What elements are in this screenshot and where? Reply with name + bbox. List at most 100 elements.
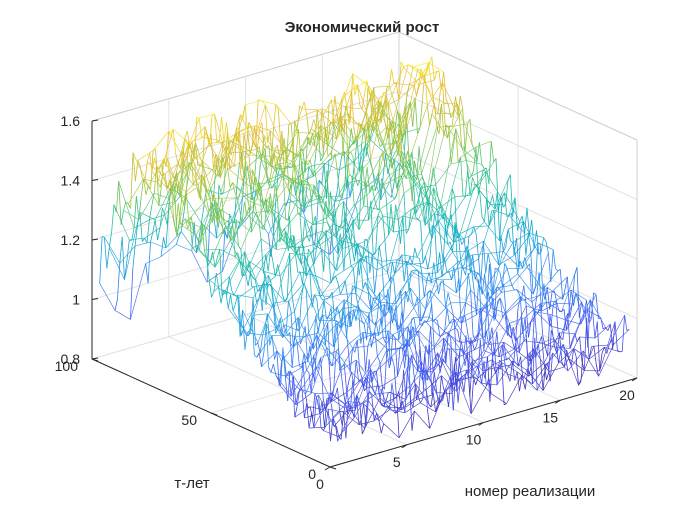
mesh-line (383, 176, 400, 185)
mesh-line (267, 313, 283, 338)
mesh-line (328, 361, 332, 402)
mesh-line (225, 225, 242, 250)
mesh-line (365, 182, 369, 221)
mesh-line (366, 80, 383, 145)
mesh-line (316, 194, 319, 198)
mesh-line (527, 370, 544, 391)
mesh-line (415, 383, 419, 396)
mesh-line (347, 178, 351, 198)
mesh-line (343, 299, 360, 309)
mesh-line (440, 205, 444, 220)
mesh-line (463, 335, 467, 354)
mesh-line (227, 230, 231, 241)
mesh-line (506, 268, 510, 278)
mesh-line (537, 242, 554, 250)
backwall-gridline-z (91, 269, 400, 360)
mesh-line (303, 283, 307, 291)
mesh-line (476, 279, 480, 315)
mesh-line (263, 254, 267, 274)
mesh-line (452, 250, 469, 252)
mesh-line (319, 230, 323, 237)
mesh-line (405, 229, 410, 234)
mesh-line (338, 240, 342, 246)
mesh-line (455, 128, 459, 163)
mesh-line (316, 394, 319, 398)
mesh-line (495, 301, 499, 319)
mesh-line (226, 122, 230, 142)
mesh-line (165, 231, 182, 249)
mesh-line (204, 249, 220, 251)
mesh-line (176, 172, 180, 188)
mesh-line (302, 243, 318, 249)
mesh-line (445, 292, 449, 308)
mesh-line (491, 393, 507, 404)
mesh-line (462, 349, 479, 379)
mesh-line (327, 322, 331, 365)
mesh-line (140, 178, 144, 197)
mesh-line (558, 348, 575, 364)
mesh-line (313, 397, 330, 428)
mesh-line (467, 240, 484, 252)
mesh-line (402, 401, 406, 413)
mesh-line (304, 201, 320, 209)
mesh-line (431, 56, 435, 81)
mesh-line (355, 359, 372, 383)
mesh-line (325, 200, 329, 217)
mesh-line (376, 261, 393, 271)
mesh-line (316, 298, 320, 321)
mesh-line (168, 166, 172, 182)
mesh-line (402, 106, 406, 141)
mesh-line (415, 216, 419, 220)
mesh-line (451, 266, 455, 280)
mesh-line (247, 200, 251, 211)
mesh-line (575, 292, 592, 320)
mesh-line (301, 219, 306, 248)
mesh-line (320, 351, 337, 358)
mesh-line (325, 128, 329, 157)
y-tick-label: 50 (181, 412, 197, 428)
mesh-line (331, 222, 348, 237)
mesh-line (263, 281, 280, 324)
mesh-line (359, 141, 363, 172)
mesh-line (346, 107, 350, 125)
mesh-line (484, 302, 488, 337)
mesh-line (287, 199, 291, 221)
mesh-line (151, 171, 168, 189)
mesh-line (394, 311, 398, 331)
mesh-line (348, 372, 352, 380)
mesh-line (388, 277, 392, 312)
mesh-line (424, 369, 441, 403)
mesh-line (219, 156, 224, 179)
mesh-line (427, 256, 431, 270)
mesh-line (175, 203, 179, 232)
mesh-line (345, 119, 349, 155)
mesh-line (158, 201, 175, 206)
mesh-line (262, 101, 266, 106)
mesh-line (353, 309, 370, 314)
mesh-line (394, 338, 398, 377)
mesh-line (569, 339, 573, 349)
mesh-line (598, 343, 615, 377)
mesh-line (376, 356, 392, 372)
mesh-line (507, 373, 523, 380)
mesh-line (493, 287, 497, 321)
mesh-line (535, 344, 539, 358)
mesh-line (209, 251, 213, 263)
mesh-line (494, 348, 498, 386)
mesh-line (292, 376, 296, 418)
mesh-line (301, 353, 305, 368)
mesh-line (340, 370, 344, 392)
mesh-line (237, 252, 241, 261)
mesh-line (503, 246, 507, 252)
mesh-line (304, 255, 308, 265)
mesh-line (256, 210, 272, 213)
mesh-line (510, 305, 527, 338)
chart-title: Экономический рост (285, 19, 440, 36)
mesh-line (261, 136, 265, 161)
mesh-line (491, 268, 508, 297)
mesh-line (346, 379, 350, 393)
mesh-line (376, 245, 380, 270)
mesh-line (361, 127, 365, 142)
mesh-line (519, 216, 523, 222)
mesh-line (173, 129, 189, 144)
